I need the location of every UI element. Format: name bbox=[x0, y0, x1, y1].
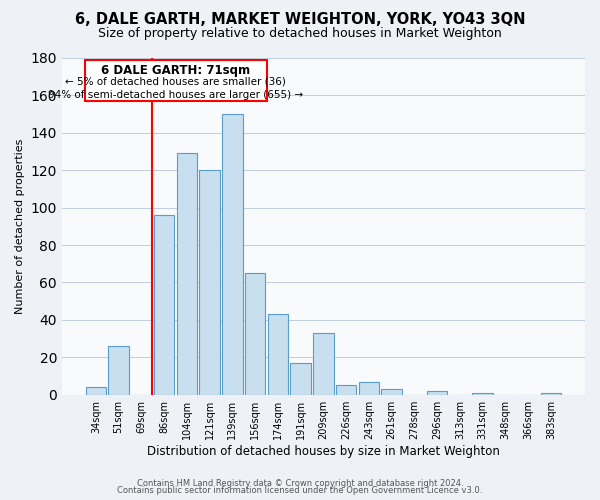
Text: 6 DALE GARTH: 71sqm: 6 DALE GARTH: 71sqm bbox=[101, 64, 250, 76]
Bar bbox=[154, 215, 175, 394]
FancyBboxPatch shape bbox=[85, 60, 266, 101]
Bar bbox=[109, 346, 129, 395]
Bar bbox=[313, 333, 334, 394]
Bar bbox=[290, 363, 311, 394]
Bar bbox=[336, 386, 356, 394]
X-axis label: Distribution of detached houses by size in Market Weighton: Distribution of detached houses by size … bbox=[147, 444, 500, 458]
Bar bbox=[472, 393, 493, 394]
Bar bbox=[382, 389, 402, 394]
Bar bbox=[86, 387, 106, 394]
Text: Contains public sector information licensed under the Open Government Licence v3: Contains public sector information licen… bbox=[118, 486, 482, 495]
Bar bbox=[427, 391, 448, 394]
Y-axis label: Number of detached properties: Number of detached properties bbox=[15, 138, 25, 314]
Bar bbox=[268, 314, 288, 394]
Text: 94% of semi-detached houses are larger (655) →: 94% of semi-detached houses are larger (… bbox=[48, 90, 303, 100]
Bar bbox=[222, 114, 242, 394]
Text: ← 5% of detached houses are smaller (36): ← 5% of detached houses are smaller (36) bbox=[65, 76, 286, 86]
Text: Size of property relative to detached houses in Market Weighton: Size of property relative to detached ho… bbox=[98, 28, 502, 40]
Bar bbox=[177, 154, 197, 394]
Bar bbox=[245, 273, 265, 394]
Bar bbox=[199, 170, 220, 394]
Bar bbox=[359, 382, 379, 394]
Bar bbox=[541, 393, 561, 394]
Text: Contains HM Land Registry data © Crown copyright and database right 2024.: Contains HM Land Registry data © Crown c… bbox=[137, 478, 463, 488]
Text: 6, DALE GARTH, MARKET WEIGHTON, YORK, YO43 3QN: 6, DALE GARTH, MARKET WEIGHTON, YORK, YO… bbox=[75, 12, 525, 28]
